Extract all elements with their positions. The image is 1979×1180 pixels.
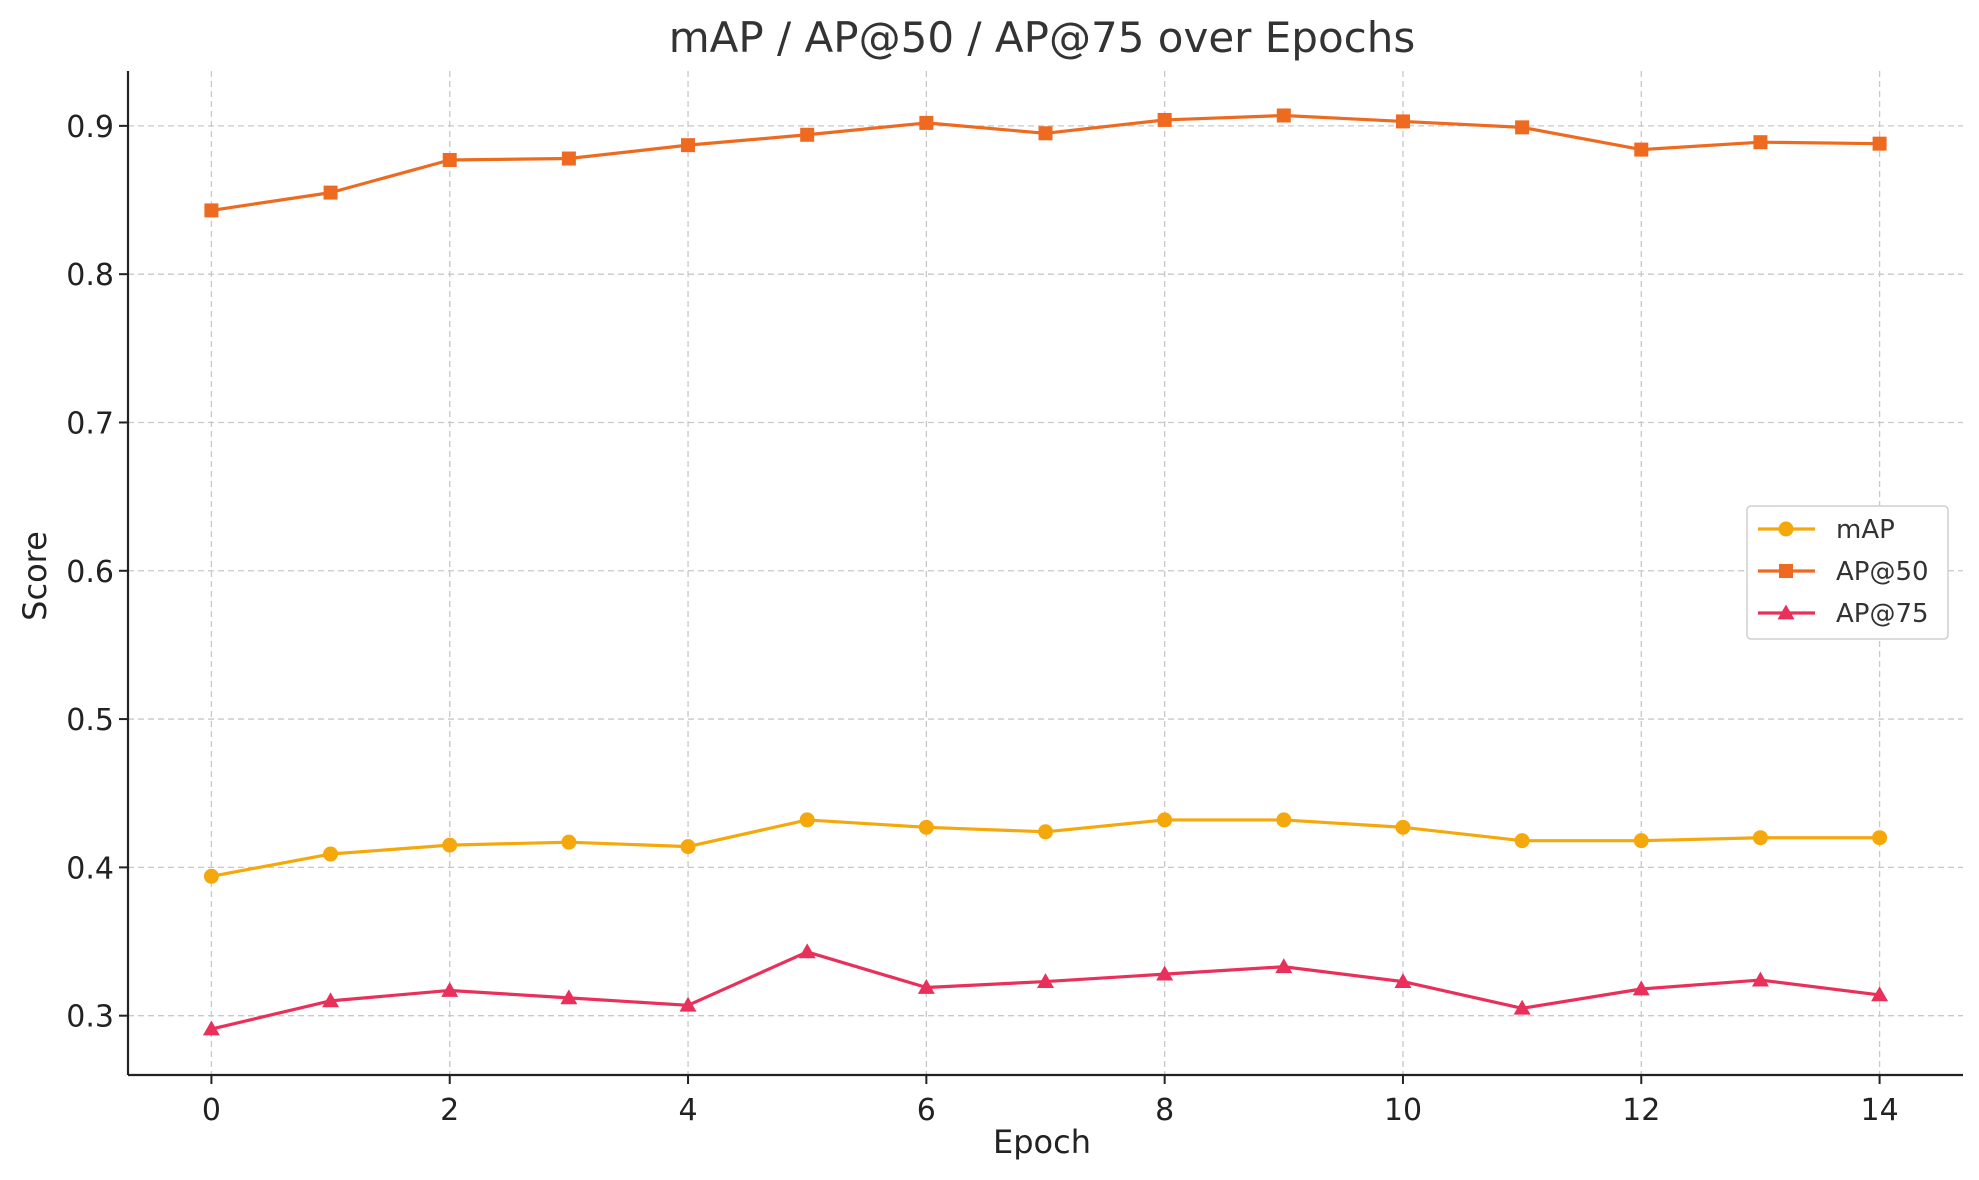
data-point-map	[561, 834, 577, 850]
y-tick-label: 0.3	[66, 1000, 114, 1035]
x-axis-label: Epoch	[993, 1123, 1091, 1161]
axes	[126, 71, 1963, 1077]
data-point-ap50	[1395, 114, 1410, 129]
data-point-map	[799, 812, 815, 828]
y-tick-label: 0.4	[66, 851, 114, 886]
legend-marker-ap50	[1779, 564, 1793, 578]
data-point-ap50	[323, 185, 338, 200]
x-tick-label: 8	[1155, 1093, 1174, 1128]
data-point-ap75	[1751, 971, 1769, 987]
data-point-ap75	[441, 981, 459, 997]
data-point-ap75	[679, 996, 697, 1012]
data-point-ap75	[1513, 999, 1531, 1015]
data-point-ap50	[1634, 142, 1649, 157]
x-tick-label: 14	[1860, 1093, 1898, 1128]
x-tick-label: 0	[202, 1093, 221, 1128]
grid	[128, 71, 1963, 1075]
data-point-ap75	[798, 943, 816, 959]
x-tick-label: 10	[1384, 1093, 1422, 1128]
y-axis-ticks: 0.3 0.4 0.5 0.6 0.7 0.8 0.9	[66, 110, 128, 1035]
data-point-map	[1872, 830, 1888, 846]
data-point-ap50	[919, 115, 934, 130]
legend: mAP AP@50 AP@75	[1746, 505, 1949, 640]
chart-title: mAP / AP@50 / AP@75 over Epochs	[669, 13, 1416, 62]
data-point-ap50	[1276, 108, 1291, 123]
x-tick-label: 12	[1622, 1093, 1660, 1128]
data-point-ap75	[917, 979, 935, 994]
data-point-ap50	[561, 151, 576, 166]
data-point-ap75	[322, 992, 340, 1008]
y-tick-label: 0.9	[66, 110, 114, 145]
series-ap50	[204, 108, 1887, 218]
legend-label-map: mAP	[1836, 515, 1895, 545]
data-point-ap75	[1871, 986, 1889, 1002]
legend-label-ap75: AP@75	[1836, 599, 1929, 629]
data-point-ap75	[1275, 958, 1293, 974]
data-point-ap75	[1156, 965, 1174, 981]
data-point-ap50	[1038, 126, 1053, 141]
y-tick-label: 0.5	[66, 703, 114, 738]
y-axis-label: Score	[16, 531, 54, 621]
legend-box	[1746, 505, 1949, 640]
y-tick-label: 0.6	[66, 555, 114, 590]
data-point-map	[1395, 819, 1411, 835]
data-point-map	[442, 837, 458, 853]
data-point-ap50	[204, 203, 219, 218]
data-point-map	[1038, 824, 1053, 840]
data-point-map	[1752, 830, 1768, 846]
data-point-map	[918, 819, 934, 835]
data-point-map	[1514, 833, 1530, 849]
data-point-ap50	[800, 127, 815, 142]
x-tick-label: 6	[917, 1093, 936, 1128]
legend-marker-ap75	[1777, 604, 1795, 620]
data-point-ap75	[202, 1020, 220, 1036]
data-point-ap50	[1157, 112, 1172, 127]
data-point-ap75	[1037, 973, 1054, 988]
legend-label-ap50: AP@50	[1836, 557, 1929, 587]
series-group	[202, 108, 1889, 1036]
data-point-ap50	[681, 138, 696, 153]
data-point-ap75	[1394, 973, 1412, 988]
y-tick-label: 0.7	[66, 406, 114, 441]
data-point-ap50	[1515, 120, 1530, 135]
data-point-map	[1276, 812, 1292, 828]
data-point-ap50	[442, 152, 457, 167]
data-point-ap75	[1632, 980, 1650, 996]
x-axis-ticks: 0 2 4 6 8 10 12 14	[202, 1075, 1899, 1128]
series-map	[203, 812, 1888, 884]
data-point-map	[680, 839, 696, 855]
series-ap75	[202, 943, 1889, 1036]
data-point-ap50	[1872, 136, 1887, 151]
y-tick-label: 0.8	[66, 258, 114, 293]
data-point-map	[323, 846, 339, 862]
data-point-map	[203, 868, 219, 884]
x-tick-label: 2	[440, 1093, 459, 1128]
series-line-ap75	[211, 950, 1880, 1031]
data-point-map	[1633, 833, 1649, 849]
data-point-ap75	[560, 989, 578, 1005]
x-tick-label: 4	[678, 1093, 697, 1128]
legend-marker-map	[1778, 521, 1794, 537]
data-point-ap50	[1753, 135, 1768, 150]
data-point-map	[1157, 812, 1173, 828]
